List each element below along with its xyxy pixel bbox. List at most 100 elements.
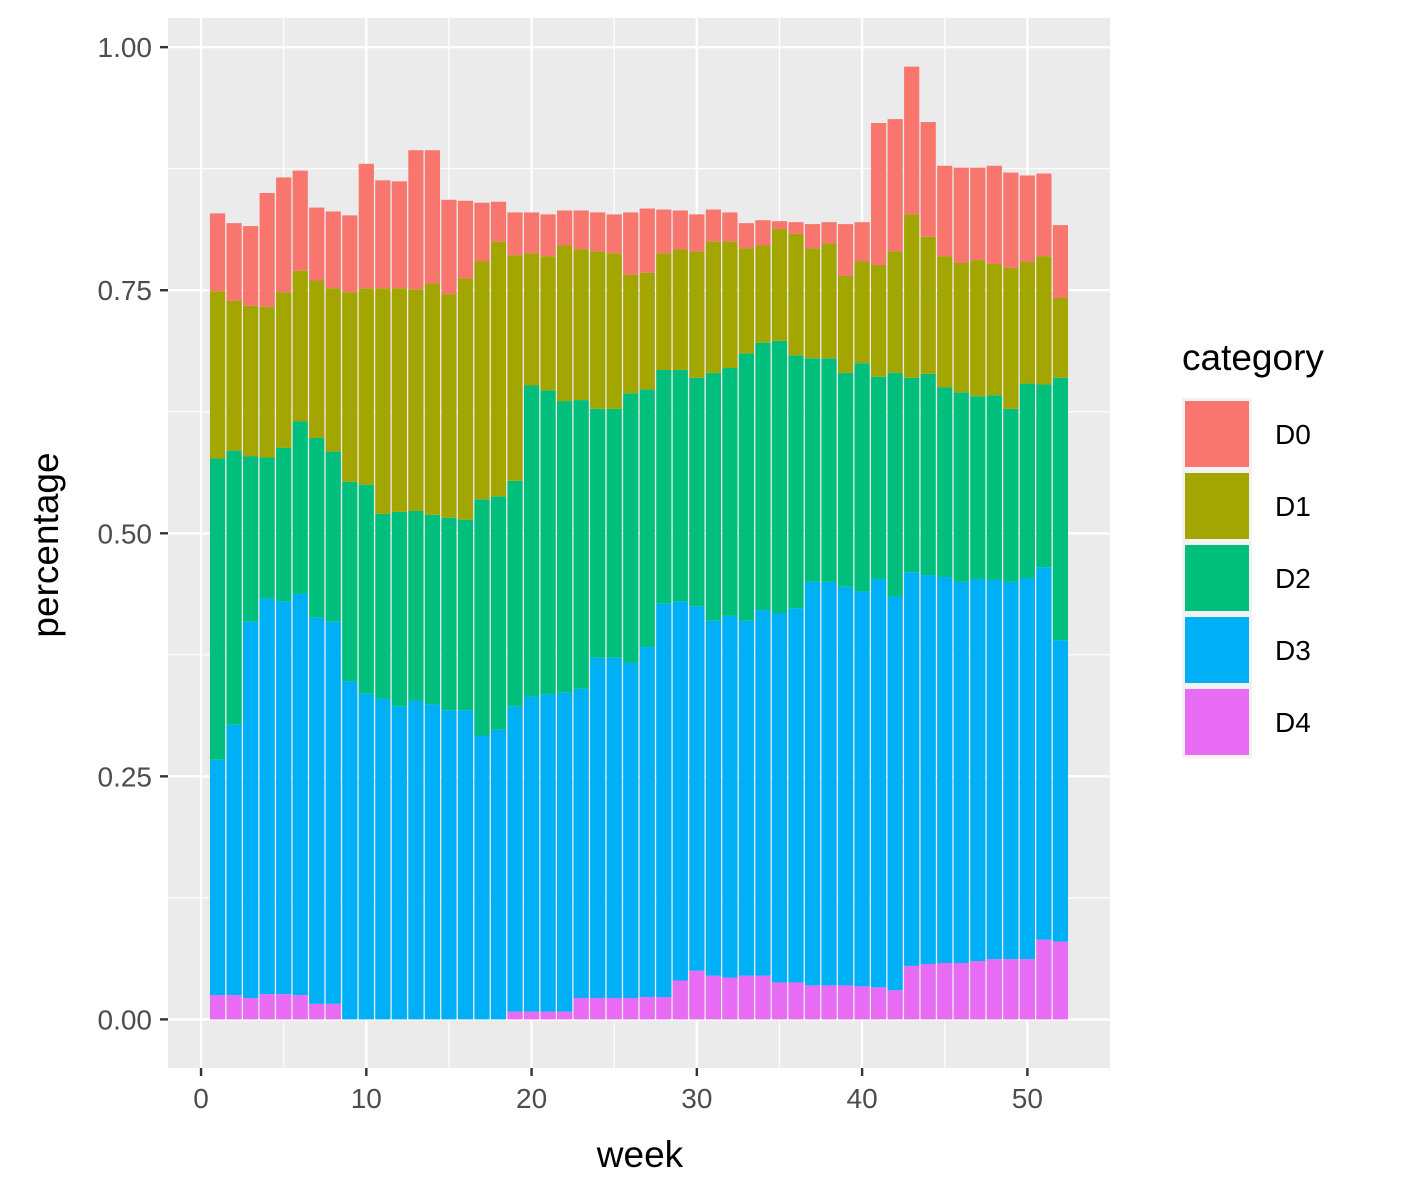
bar-segment-d0 xyxy=(540,214,556,257)
bar-segment-d1 xyxy=(689,251,705,378)
bar-segment-d1 xyxy=(904,214,920,378)
bar-segment-d3 xyxy=(788,608,804,983)
bar-segment-d1 xyxy=(854,261,870,364)
bar-segment-d3 xyxy=(837,586,854,986)
bar-segment-d1 xyxy=(986,263,1002,396)
bar-segment-d1 xyxy=(540,256,556,391)
bar-segment-d4 xyxy=(771,982,788,1020)
bar-segment-d1 xyxy=(358,288,374,485)
bar-segment-d2 xyxy=(309,438,325,618)
bar-segment-d4 xyxy=(920,963,936,1020)
bar-segment-d2 xyxy=(1019,383,1035,578)
bar-segment-d2 xyxy=(639,389,655,648)
bar-segment-d2 xyxy=(755,342,771,611)
bar-segment-d3 xyxy=(854,591,870,987)
bar-segment-d2 xyxy=(292,421,308,594)
bar-segment-d2 xyxy=(325,451,341,622)
bar-segment-d2 xyxy=(804,358,821,582)
bar-segment-d4 xyxy=(1003,959,1019,1020)
y-tick-label: 0.75 xyxy=(98,275,153,306)
bar-segment-d2 xyxy=(457,519,474,711)
bar-segment-d1 xyxy=(705,241,721,373)
bar-segment-d3 xyxy=(276,601,292,995)
bar-segment-d0 xyxy=(871,123,887,265)
bar-segment-d0 xyxy=(259,193,275,307)
bars xyxy=(209,66,1069,1020)
bar-segment-d1 xyxy=(209,291,226,459)
bar-segment-d3 xyxy=(325,621,341,1004)
y-tick-label: 0.50 xyxy=(98,518,153,549)
bar-segment-d4 xyxy=(523,1011,540,1020)
bar-segment-d1 xyxy=(408,289,424,511)
bar-segment-d0 xyxy=(771,221,788,229)
bar-segment-d4 xyxy=(209,995,226,1020)
bar-segment-d1 xyxy=(276,292,292,448)
bar-segment-d0 xyxy=(309,207,325,281)
bar-segment-d4 xyxy=(276,994,292,1020)
legend-label-d4: D4 xyxy=(1275,707,1311,738)
x-axis-title: week xyxy=(596,1134,684,1175)
bar-segment-d2 xyxy=(788,355,804,609)
bar-segment-d1 xyxy=(490,241,507,497)
bar-segment-d3 xyxy=(970,578,986,962)
bar-segment-d4 xyxy=(705,975,721,1020)
bar-segment-d0 xyxy=(209,213,226,292)
bar-segment-d4 xyxy=(871,987,887,1020)
bar-segment-d2 xyxy=(441,517,457,711)
bar-segment-d0 xyxy=(1052,225,1069,298)
bar-segment-d2 xyxy=(953,392,969,582)
bar-segment-d2 xyxy=(540,390,556,695)
bar-segment-d3 xyxy=(573,688,589,998)
bar-segment-d1 xyxy=(837,275,854,373)
bar-segment-d4 xyxy=(1052,941,1069,1020)
legend-swatch-d4 xyxy=(1185,689,1249,755)
x-tick-label: 0 xyxy=(193,1083,209,1114)
bar-segment-d4 xyxy=(854,986,870,1020)
plot-panel xyxy=(168,18,1110,1068)
bar-segment-d3 xyxy=(937,577,953,963)
bar-segment-d3 xyxy=(904,572,920,966)
bar-segment-d1 xyxy=(1019,262,1035,384)
bar-segment-d4 xyxy=(309,1003,325,1020)
bar-segment-d3 xyxy=(689,606,705,971)
bar-segment-d4 xyxy=(821,985,837,1020)
bar-segment-d3 xyxy=(590,657,606,998)
legend-label-d1: D1 xyxy=(1275,491,1311,522)
bar-segment-d1 xyxy=(325,288,341,452)
bar-segment-d0 xyxy=(623,212,639,275)
bar-segment-d4 xyxy=(259,994,275,1020)
bar-segment-d0 xyxy=(755,220,771,246)
bar-segment-d4 xyxy=(672,980,688,1020)
bar-segment-d1 xyxy=(656,253,672,370)
bar-segment-d1 xyxy=(342,292,358,482)
bar-segment-d0 xyxy=(656,209,672,254)
bar-segment-d2 xyxy=(672,369,688,602)
bar-segment-d1 xyxy=(937,256,953,388)
y-tick-label: 0.25 xyxy=(98,761,153,792)
bar-segment-d1 xyxy=(771,228,788,341)
bar-segment-d0 xyxy=(474,202,490,262)
bar-segment-d0 xyxy=(523,212,540,254)
y-axis-title: percentage xyxy=(25,452,66,637)
bar-segment-d2 xyxy=(1036,384,1052,568)
bar-segment-d3 xyxy=(887,596,903,991)
bar-segment-d4 xyxy=(325,1003,341,1020)
bar-segment-d0 xyxy=(590,212,606,252)
bar-segment-d1 xyxy=(226,300,242,451)
bar-segment-d2 xyxy=(424,514,441,705)
bar-segment-d0 xyxy=(441,199,457,295)
bar-segment-d2 xyxy=(1003,408,1019,582)
bar-segment-d2 xyxy=(771,340,788,613)
bar-segment-d2 xyxy=(523,385,540,697)
bar-segment-d4 xyxy=(804,985,821,1020)
bar-segment-d2 xyxy=(821,358,837,582)
bar-segment-d0 xyxy=(722,212,738,242)
bar-segment-d3 xyxy=(639,647,655,998)
bar-segment-d0 xyxy=(804,224,821,249)
bar-segment-d1 xyxy=(755,245,771,343)
bar-segment-d2 xyxy=(837,372,854,587)
bar-segment-d3 xyxy=(309,617,325,1004)
bar-segment-d4 xyxy=(557,1011,573,1020)
bar-segment-d3 xyxy=(474,735,490,1020)
